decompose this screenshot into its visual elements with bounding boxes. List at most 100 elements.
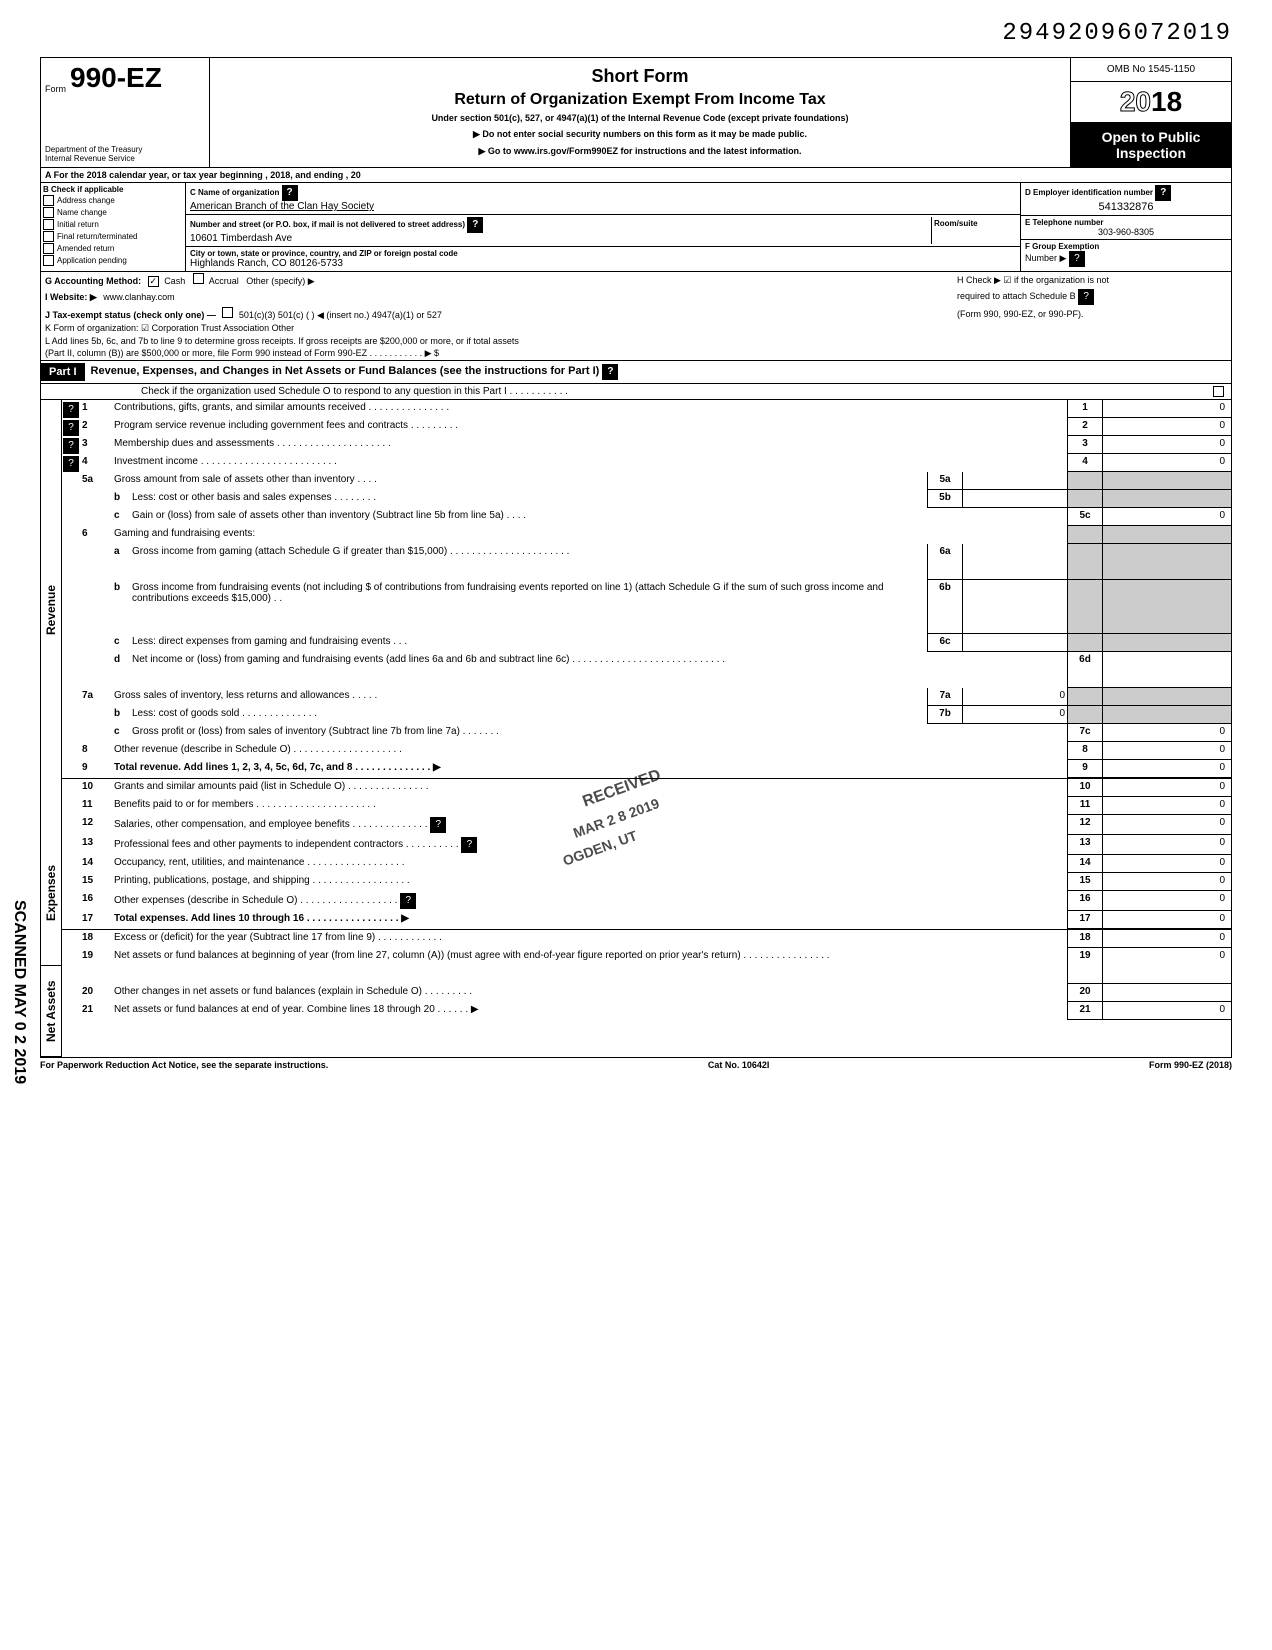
section-ghijkl: G Accounting Method: ✓ Cash Accrual Othe… [40, 272, 1232, 361]
info-icon: ? [467, 217, 483, 233]
j-label: J Tax-exempt status (check only one) — [45, 310, 216, 320]
document-id: 29492096072019 [40, 20, 1232, 47]
line-6c: Less: direct expenses from gaming and fu… [130, 634, 927, 652]
line-15: Printing, publications, postage, and shi… [112, 873, 1067, 891]
footer-mid: Cat No. 10642I [708, 1060, 770, 1070]
cb-501c3[interactable] [222, 307, 233, 318]
ein-value: 541332876 [1025, 201, 1227, 213]
room-suite: Room/suite [931, 217, 1016, 244]
title-under: Under section 501(c), 527, or 4947(a)(1)… [218, 113, 1062, 123]
b-label: B Check if applicable [43, 185, 183, 194]
line-7c: Gross profit or (loss) from sales of inv… [130, 724, 1067, 742]
line-20: Other changes in net assets or fund bala… [112, 984, 1067, 1002]
part1-title: Revenue, Expenses, and Changes in Net As… [91, 365, 600, 377]
line-3: Membership dues and assessments . . . . … [112, 436, 1067, 454]
line-5c: Gain or (loss) from sale of assets other… [130, 508, 1067, 526]
cb-final[interactable] [43, 231, 54, 242]
line-5b: Less: cost or other basis and sales expe… [130, 490, 927, 508]
line-12: Salaries, other compensation, and employ… [112, 815, 1067, 835]
line-1: Contributions, gifts, grants, and simila… [112, 400, 1067, 418]
part1-check: Check if the organization used Schedule … [40, 384, 1232, 400]
line-6b: Gross income from fundraising events (no… [130, 580, 927, 634]
line-8: Other revenue (describe in Schedule O) .… [112, 742, 1067, 760]
l-row2: (Part II, column (B)) are $500,000 or mo… [45, 348, 1227, 359]
line-6d: Net income or (loss) from gaming and fun… [130, 652, 1067, 688]
cb-amended[interactable] [43, 243, 54, 254]
footer-left: For Paperwork Reduction Act Notice, see … [40, 1060, 328, 1070]
row-a: A For the 2018 calendar year, or tax yea… [40, 168, 1232, 183]
phone-value: 303-960-8305 [1025, 227, 1227, 237]
info-icon: ? [602, 364, 618, 380]
line-9: Total revenue. Add lines 1, 2, 3, 4, 5c,… [112, 760, 1067, 778]
h-line2: required to attach Schedule B [957, 291, 1076, 301]
section-bcdef: B Check if applicable Address change Nam… [40, 183, 1232, 272]
open-public: Open to Public Inspection [1071, 123, 1231, 167]
line-21: Net assets or fund balances at end of ye… [112, 1002, 1067, 1020]
cb-name[interactable] [43, 207, 54, 218]
line-7a: Gross sales of inventory, less returns a… [112, 688, 927, 706]
city-label: City or town, state or province, country… [190, 249, 1016, 258]
cb-cash[interactable]: ✓ [148, 276, 159, 287]
info-icon: ? [1155, 185, 1171, 201]
info-icon: ? [282, 185, 298, 201]
line-2: Program service revenue including govern… [112, 418, 1067, 436]
city-value: Highlands Ranch, CO 80126-5733 [190, 258, 1016, 269]
info-icon: ? [461, 837, 477, 853]
info-icon: ? [63, 456, 79, 472]
website-url: www.clanhay.com [103, 292, 174, 302]
line-6a: Gross income from gaming (attach Schedul… [130, 544, 927, 580]
dept-treasury: Department of the Treasury [45, 145, 205, 154]
form-label: Form [45, 84, 66, 94]
h-line3: (Form 990, 990-EZ, or 990-PF). [949, 309, 1227, 319]
form-header: Form 990-EZ Department of the Treasury I… [40, 57, 1232, 168]
label-revenue: Revenue [41, 400, 62, 820]
warn-line: ▶ Do not enter social security numbers o… [218, 129, 1062, 140]
form-number: 990-EZ [70, 62, 162, 94]
line-13: Professional fees and other payments to … [112, 835, 1067, 855]
label-expenses: Expenses [41, 820, 62, 966]
title-main: Return of Organization Exempt From Incom… [218, 91, 1062, 109]
street-value: 10601 Timberdash Ave [190, 233, 931, 244]
g-other: Other (specify) ▶ [246, 276, 314, 286]
f-number: Number ▶ ? [1025, 251, 1227, 267]
cb-pending[interactable] [43, 255, 54, 266]
line-4: Investment income . . . . . . . . . . . … [112, 454, 1067, 472]
e-label: E Telephone number [1025, 218, 1227, 227]
cb-initial[interactable] [43, 219, 54, 230]
info-icon: ? [400, 893, 416, 909]
line-14: Occupancy, rent, utilities, and maintena… [112, 855, 1067, 873]
label-netassets: Net Assets [41, 966, 62, 1057]
cb-accrual[interactable] [193, 273, 204, 284]
title-short: Short Form [218, 66, 1062, 87]
line-11: Benefits paid to or for members . . . . … [112, 797, 1067, 815]
info-icon: ? [1078, 289, 1094, 305]
line-16: Other expenses (describe in Schedule O) … [112, 891, 1067, 911]
line-5a: Gross amount from sale of assets other t… [112, 472, 927, 490]
d-label: D Employer identification number ? [1025, 185, 1227, 201]
dept-irs: Internal Revenue Service [45, 154, 205, 163]
cb-address[interactable] [43, 195, 54, 206]
f-label: F Group Exemption [1025, 242, 1227, 251]
info-icon: ? [63, 438, 79, 454]
info-icon: ? [430, 817, 446, 833]
j-opts: 501(c)(3) 501(c) ( ) ◀ (insert no.) 4947… [239, 310, 442, 320]
line-6: Gaming and fundraising events: [112, 526, 1067, 544]
info-icon: ? [63, 402, 79, 418]
omb-number: OMB No 1545-1150 [1071, 58, 1231, 82]
c-name-label: C Name of organization [190, 188, 279, 197]
goto-line: ▶ Go to www.irs.gov/Form990EZ for instru… [218, 146, 1062, 157]
tax-year: 2018 [1071, 82, 1231, 123]
cb-schedO[interactable] [1213, 386, 1224, 397]
part1-header: Part I Revenue, Expenses, and Changes in… [40, 361, 1232, 384]
footer: For Paperwork Reduction Act Notice, see … [40, 1058, 1232, 1072]
line-17: Total expenses. Add lines 10 through 16 … [112, 911, 1067, 929]
line-19: Net assets or fund balances at beginning… [112, 948, 1067, 984]
main-table: Revenue Expenses Net Assets ?1Contributi… [40, 400, 1232, 1058]
street-label: Number and street (or P.O. box, if mail … [190, 220, 465, 229]
footer-right: Form 990-EZ (2018) [1149, 1060, 1232, 1070]
l-row: L Add lines 5b, 6c, and 7b to line 9 to … [45, 336, 1227, 346]
scanned-stamp: SCANNED MAY 0 2 2019 [10, 900, 28, 1084]
info-icon: ? [1069, 251, 1085, 267]
part1-tab: Part I [41, 363, 85, 381]
line-7b: Less: cost of goods sold . . . . . . . .… [130, 706, 927, 724]
